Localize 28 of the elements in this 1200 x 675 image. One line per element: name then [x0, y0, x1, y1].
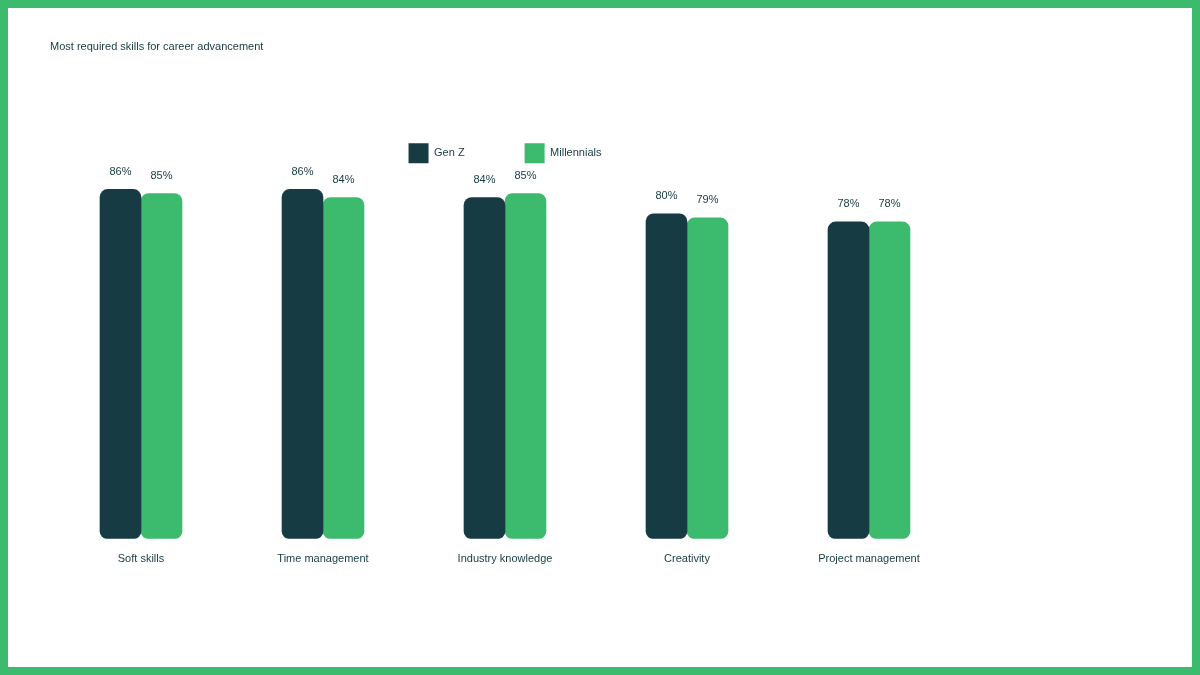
x-tick-label: Industry knowledge: [457, 552, 553, 565]
bar: [463, 197, 506, 539]
x-tick-label: Project management: [818, 552, 920, 565]
data-label: 80%: [655, 189, 678, 202]
x-tick-label: Creativity: [664, 552, 711, 565]
bar: [686, 217, 729, 539]
bar: [140, 193, 183, 539]
data-label: 85%: [150, 169, 173, 182]
bar: [504, 193, 547, 539]
data-label: 85%: [514, 169, 537, 182]
data-label: 86%: [109, 164, 132, 177]
x-tick-label: Time management: [277, 552, 369, 565]
data-label: 84%: [473, 173, 496, 186]
chart-title: Most required skills for career advancement: [50, 39, 264, 52]
bar: [322, 197, 365, 539]
data-label: 78%: [837, 197, 860, 210]
data-label: 84%: [332, 173, 355, 186]
x-tick-label: Soft skills: [117, 552, 165, 565]
bar: [868, 221, 911, 539]
data-label: 78%: [878, 197, 901, 210]
bar: [281, 189, 324, 539]
data-label: 79%: [696, 193, 719, 206]
bar: [99, 189, 142, 539]
legend-label: Millennials: [550, 146, 602, 159]
bar: [645, 213, 688, 539]
legend-label: Gen Z: [434, 146, 465, 159]
bar: [827, 221, 870, 539]
data-label: 86%: [291, 164, 314, 177]
